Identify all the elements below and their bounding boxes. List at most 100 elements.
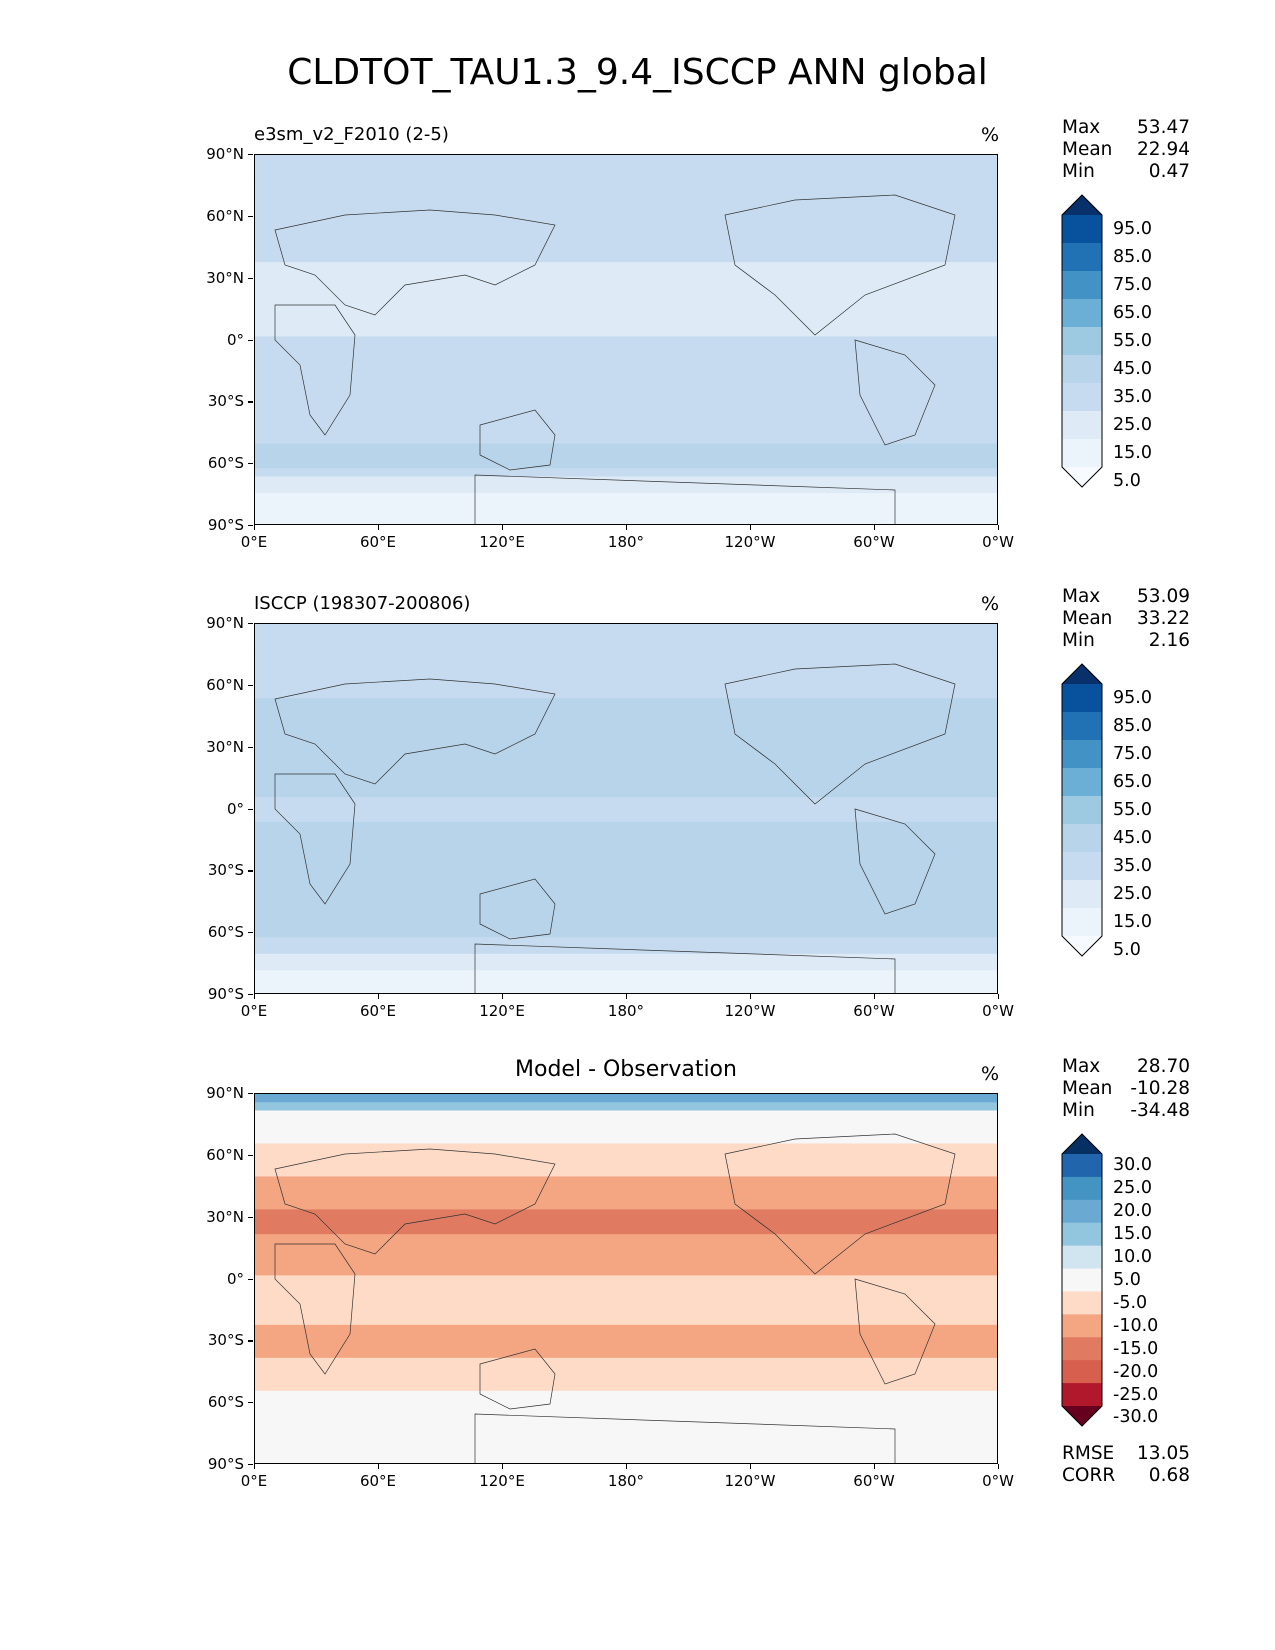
x-tick-label: 120°W [724, 1472, 776, 1490]
colorbar-segment [1062, 327, 1102, 356]
colorbar-tick-label: -10.0 [1113, 1315, 1159, 1336]
y-tick-label: 30°N [206, 1207, 244, 1226]
colorbar-tick-label: 5.0 [1113, 1270, 1141, 1290]
colorbar-outline [1061, 194, 1103, 488]
y-tick-label: 60°S [207, 1393, 244, 1412]
latitude-band [255, 155, 997, 164]
latitude-band [255, 171, 997, 181]
latitude-band [255, 187, 997, 197]
x-tick-label: 180° [607, 1002, 645, 1020]
panel-1-units: % [981, 124, 1000, 146]
latitude-band [255, 673, 997, 683]
colorbar-tick-label: 25.0 [1113, 415, 1152, 435]
latitude-band [255, 1349, 997, 1359]
latitude-band [255, 624, 997, 633]
coastline [724, 1133, 956, 1275]
latitude-band [255, 451, 997, 461]
latitude-band [255, 1423, 997, 1433]
colorbar-segment [1062, 768, 1102, 797]
latitude-band [255, 1126, 997, 1136]
latitude-band [255, 163, 997, 173]
x-tick-label: 60°E [359, 1472, 397, 1490]
y-tick-mark [248, 525, 253, 527]
stat-label: RMSE [1062, 1443, 1115, 1464]
x-tick-label: 0°W [982, 1002, 1014, 1020]
panel-1-label: e3sm_v2_F2010 (2-5) [254, 124, 449, 145]
latitude-band [255, 270, 997, 280]
latitude-band [255, 1225, 997, 1235]
colorbar-segment [1062, 796, 1102, 825]
latitude-band [255, 1399, 997, 1408]
latitude-band [255, 904, 997, 914]
latitude-band [255, 689, 997, 699]
y-tick-mark [248, 932, 253, 934]
latitude-band [255, 1102, 997, 1112]
stat-label: Max [1062, 586, 1101, 607]
latitude-band [255, 212, 997, 222]
latitude-band [255, 418, 997, 428]
latitude-band [255, 1217, 997, 1227]
colorbar-segment [1062, 411, 1102, 440]
y-tick-label: 30°S [207, 392, 244, 411]
x-tick-mark [254, 525, 256, 530]
stat-label: Min [1062, 161, 1095, 182]
latitude-band [255, 286, 997, 296]
coastline [479, 1348, 556, 1410]
latitude-band [255, 1151, 997, 1161]
stat-mean: 22.94 [1137, 139, 1190, 160]
latitude-band [255, 245, 997, 255]
panel-1-stats: Max 53.47 Mean 22.94 Min 0.47 [1062, 117, 1190, 183]
coastline [474, 1413, 896, 1463]
latitude-band [255, 962, 997, 971]
latitude-band [255, 196, 997, 206]
y-tick-mark [248, 154, 253, 156]
latitude-band [255, 336, 997, 346]
latitude-band [255, 1135, 997, 1145]
coastline [479, 878, 556, 940]
x-tick-label: 0°E [240, 1472, 268, 1490]
x-tick-mark [874, 994, 876, 999]
stat-label: Max [1062, 117, 1101, 138]
colorbar-graphic [1061, 663, 1103, 957]
colorbar-segment [1062, 299, 1102, 328]
colorbar-segment [1062, 1154, 1102, 1178]
x-tick-mark [626, 1464, 628, 1469]
latitude-band [255, 681, 997, 691]
x-tick-label: 120°E [479, 1472, 525, 1490]
panel-2-map [254, 623, 998, 994]
x-tick-mark [254, 1464, 256, 1469]
colorbar-segment [1062, 1314, 1102, 1338]
colorbar-segment [1062, 712, 1102, 741]
y-tick-mark [248, 1464, 253, 1466]
coastline [854, 808, 936, 915]
latitude-band [255, 295, 997, 304]
coastline [854, 1278, 936, 1385]
latitude-band [255, 1201, 997, 1211]
colorbar-tick-label: 85.0 [1113, 247, 1152, 267]
stat-label: Mean [1062, 1078, 1113, 1099]
latitude-band [255, 656, 997, 666]
colorbar-extend-bottom [1062, 936, 1102, 956]
latitude-band [255, 484, 997, 494]
latitude-band [255, 1275, 997, 1285]
latitude-band [255, 394, 997, 403]
latitude-band [255, 303, 997, 313]
colorbar-tick-label: 5.0 [1113, 471, 1141, 491]
latitude-band [255, 410, 997, 420]
colorbar-extend-top [1062, 195, 1102, 215]
latitude-band [255, 1456, 997, 1463]
x-tick-mark [750, 525, 752, 530]
x-tick-mark [998, 1464, 1000, 1469]
latitude-band [255, 896, 997, 905]
stat-label: CORR [1062, 1465, 1116, 1486]
latitude-band [255, 706, 997, 716]
latitude-band [255, 780, 997, 790]
colorbar-tick-label: 15.0 [1113, 443, 1152, 463]
stat-max: 28.70 [1137, 1056, 1190, 1077]
latitude-band [255, 1407, 997, 1417]
map-field [255, 624, 997, 993]
colorbar-segment [1062, 908, 1102, 937]
latitude-band [255, 237, 997, 247]
latitude-band [255, 978, 997, 988]
latitude-band [255, 278, 997, 288]
